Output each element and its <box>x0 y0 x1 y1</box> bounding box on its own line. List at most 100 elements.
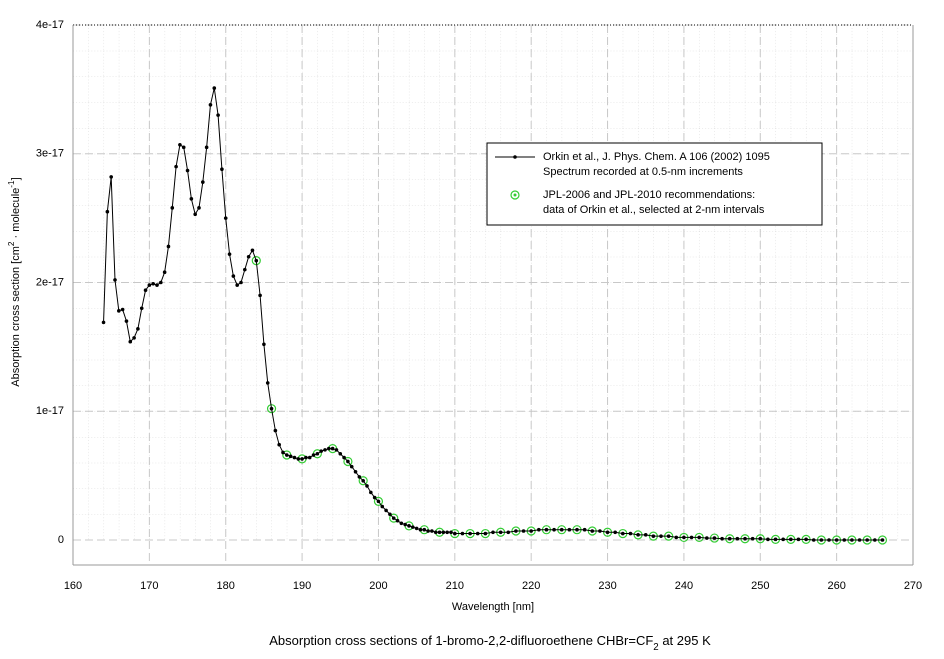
data-point <box>506 530 511 535</box>
data-point <box>323 448 327 452</box>
data-point <box>834 538 839 542</box>
text-part: · molecule <box>10 188 22 242</box>
data-point <box>342 455 346 460</box>
data-point <box>453 531 457 536</box>
data-point <box>437 530 442 535</box>
y-tick-label: 3e-17 <box>36 148 64 160</box>
data-point <box>491 530 495 535</box>
data-point <box>605 530 610 535</box>
data-point <box>357 475 362 479</box>
data-point <box>529 529 533 533</box>
x-tick-label: 230 <box>598 580 616 592</box>
data-point <box>269 406 274 411</box>
data-point <box>399 521 404 526</box>
y-tick-label: 4e-17 <box>36 19 64 31</box>
data-point <box>418 527 423 532</box>
data-point <box>445 530 449 535</box>
data-point <box>422 527 427 532</box>
data-point <box>750 536 755 541</box>
data-point <box>384 508 388 513</box>
plot <box>101 86 888 545</box>
data-point <box>223 216 228 220</box>
data-point <box>117 309 121 313</box>
legend-dot <box>513 193 517 197</box>
x-tick-label: 190 <box>293 580 311 592</box>
data-point <box>338 451 343 456</box>
data-point <box>391 516 396 520</box>
x-tick-label: 210 <box>446 580 464 592</box>
data-point <box>613 530 617 535</box>
data-point <box>204 145 209 150</box>
data-point <box>819 538 824 542</box>
data-point <box>475 531 480 536</box>
x-tick-label: 270 <box>904 580 922 592</box>
data-point <box>766 537 770 542</box>
data-point <box>842 538 847 542</box>
data-point <box>873 538 877 542</box>
data-point <box>773 537 778 542</box>
data-point <box>346 459 350 464</box>
data-point <box>281 450 285 455</box>
data-point <box>789 537 793 542</box>
data-point <box>288 454 293 459</box>
data-point <box>208 103 213 107</box>
data-point <box>521 529 526 533</box>
x-tick-label: 170 <box>140 580 158 592</box>
data-point <box>266 404 277 414</box>
y-tick-label: 1e-17 <box>36 405 64 417</box>
data-point <box>250 248 255 253</box>
data-point <box>212 86 217 90</box>
data-point <box>483 531 488 536</box>
data-point <box>159 280 163 285</box>
data-point <box>124 319 129 323</box>
data-point <box>727 536 732 541</box>
data-point <box>804 537 808 542</box>
data-point <box>376 499 381 504</box>
data-point <box>510 190 520 200</box>
data-point <box>101 320 106 325</box>
data-point <box>674 535 679 540</box>
data-point <box>143 288 148 293</box>
data-point <box>151 281 155 286</box>
data-point <box>285 453 289 457</box>
data-point <box>109 175 113 179</box>
data-point <box>311 453 316 457</box>
data-point <box>380 504 385 509</box>
data-point <box>697 535 701 540</box>
data-point <box>231 274 236 278</box>
data-point <box>395 518 400 523</box>
grid: 160 170 180 190 200 210 220 230 240 250 260 270 0 1e-… <box>36 19 922 592</box>
data-point <box>636 533 640 537</box>
x-tick-label: 200 <box>369 580 387 592</box>
data-point <box>273 428 278 433</box>
data-point <box>327 446 331 451</box>
data-point <box>403 522 407 527</box>
data-point <box>796 537 801 542</box>
data-point <box>651 534 656 538</box>
text-part: Absorption cross sections of 1-bromo-2,2… <box>269 633 653 648</box>
data-point <box>575 527 579 532</box>
data-point <box>235 283 239 287</box>
data-point <box>292 455 297 460</box>
data-point <box>166 244 171 249</box>
data-point <box>659 534 663 538</box>
legend: Orkin et al., J. Phys. Chem. A 106 (2002… <box>486 142 823 226</box>
legend-description: data of Orkin et al., selected at 2-nm i… <box>543 204 765 216</box>
data-point <box>197 206 201 210</box>
data-point <box>216 113 220 117</box>
text-part: Absorption cross section [cm <box>10 246 22 387</box>
data-point <box>307 455 312 460</box>
data-point <box>136 327 140 331</box>
data-point <box>181 145 186 150</box>
data-point <box>201 180 205 184</box>
chart-title: Absorption cross sections of 1-bromo-2,2… <box>269 633 711 653</box>
data-point <box>743 536 747 541</box>
data-point <box>865 538 869 542</box>
data-point <box>227 252 232 256</box>
y-axis-label: Absorption cross section [cm2 · molecule… <box>7 177 22 386</box>
data-point <box>582 527 587 532</box>
data-point <box>193 212 197 217</box>
data-point <box>430 529 434 533</box>
data-point <box>513 155 517 159</box>
data-point <box>300 457 304 461</box>
